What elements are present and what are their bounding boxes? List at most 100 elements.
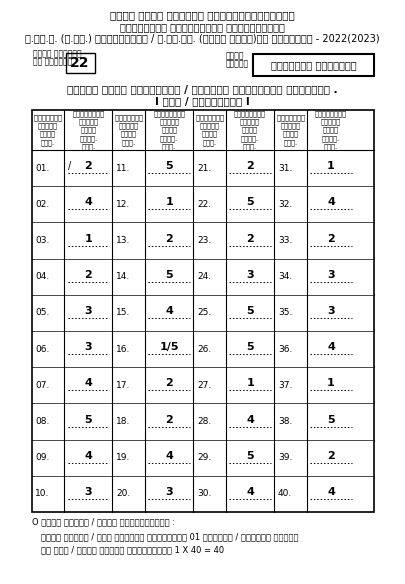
Text: 29.: 29. bbox=[197, 453, 211, 462]
Text: 25.: 25. bbox=[197, 308, 211, 317]
Text: 3: 3 bbox=[246, 270, 254, 280]
Text: 1: 1 bbox=[327, 161, 335, 171]
Text: 18.: 18. bbox=[116, 417, 130, 426]
Text: 3: 3 bbox=[84, 342, 92, 352]
Text: 01.: 01. bbox=[35, 164, 49, 173]
Text: 32.: 32. bbox=[278, 200, 292, 209]
Text: 33.: 33. bbox=[278, 236, 292, 245]
Text: ඏක්කු ෭ැම් පතිකාටිය / புள்ளி வழங்கும் திட்டம் .: ඏක්කු ෭ැම් පතිකාටිය / புள்ளி வழங்கும் தி… bbox=[67, 84, 338, 94]
Text: 3: 3 bbox=[84, 487, 92, 497]
Text: 02.: 02. bbox=[35, 200, 49, 209]
Text: 37.: 37. bbox=[278, 381, 292, 390]
Text: 5: 5 bbox=[165, 161, 173, 171]
Text: 03.: 03. bbox=[35, 236, 49, 245]
Text: 2: 2 bbox=[84, 270, 92, 280]
Text: 11.: 11. bbox=[116, 164, 130, 173]
Text: 2: 2 bbox=[84, 161, 92, 171]
Text: 05.: 05. bbox=[35, 308, 49, 317]
Text: 19.: 19. bbox=[116, 453, 130, 462]
Text: 12.: 12. bbox=[116, 200, 130, 209]
Text: බ්‍රුම්ය වिද්‍යාව: බ්‍රුම්ය වिද්‍යාව bbox=[271, 60, 356, 70]
Text: 13.: 13. bbox=[116, 236, 130, 245]
Text: 07.: 07. bbox=[35, 381, 49, 390]
Text: ඉස ෭ැම / இதன் மொத்த புள்ளிகள் 1 X 40 = 40: ඉස ෭ැම / இதன் மொத்த புள்ளிகள் 1 X 40 = 4… bbox=[40, 545, 224, 554]
Text: ගනන් පකුත් / ஒரு சரியான விடைக்கு 01 මන්ටල් / புள்ளி விதம்: ගනන් පකුත් / ஒரு சரியான விடைக்கு 01 මන්ට… bbox=[40, 532, 298, 541]
Text: 4: 4 bbox=[327, 197, 335, 207]
Text: 2: 2 bbox=[246, 161, 254, 171]
Bar bbox=[66, 53, 94, 73]
Text: 28.: 28. bbox=[197, 417, 211, 426]
Text: ප්‍රශ්නය
ඔක්ක්
වिනා
ඉල්.: ප්‍රශ්නය ඔක්ක් වिනා ඉල්. bbox=[115, 114, 143, 146]
Text: 20.: 20. bbox=[116, 489, 130, 498]
Text: පද ඉල්ලම්: පද ඉල්ලම් bbox=[33, 57, 73, 66]
Text: 17.: 17. bbox=[116, 381, 130, 390]
Text: I ඏකය / பத்திரம் I: I ඏකය / பத்திரம் I bbox=[155, 96, 250, 106]
Text: 4: 4 bbox=[327, 487, 335, 497]
Text: 14.: 14. bbox=[116, 272, 130, 281]
Text: 16.: 16. bbox=[116, 345, 130, 353]
Text: 3: 3 bbox=[327, 270, 335, 280]
Text: 22: 22 bbox=[70, 56, 90, 70]
Text: 2: 2 bbox=[246, 234, 254, 244]
Text: 2: 2 bbox=[165, 415, 173, 425]
Text: 04.: 04. bbox=[35, 272, 49, 281]
Text: 4: 4 bbox=[84, 451, 92, 461]
Text: 10.: 10. bbox=[35, 489, 49, 498]
Text: 31.: 31. bbox=[278, 164, 292, 173]
Text: 15.: 15. bbox=[116, 308, 130, 317]
Text: 34.: 34. bbox=[278, 272, 292, 281]
Text: 24.: 24. bbox=[197, 272, 211, 281]
Text: 40.: 40. bbox=[278, 489, 292, 498]
Text: 1: 1 bbox=[327, 378, 335, 388]
Text: වिණය: වिණය bbox=[226, 51, 244, 60]
Text: 21.: 21. bbox=[197, 164, 211, 173]
Text: 4: 4 bbox=[246, 415, 254, 425]
Text: அ.போ.த. (உ.தர.) விஜ்ஞானம் / க.போ.த். (உயர் தரம்)ப் பரிட்சை - 2022(2023): அ.போ.த. (உ.தர.) விஜ்ஞானம் / க.போ.த். (உய… bbox=[25, 33, 380, 43]
Text: 08.: 08. bbox=[35, 417, 49, 426]
Text: 23.: 23. bbox=[197, 236, 211, 245]
Text: 2: 2 bbox=[327, 451, 335, 461]
Text: 2: 2 bbox=[165, 234, 173, 244]
Text: 2: 2 bbox=[165, 378, 173, 388]
Text: இலங்கைப் பரிட்சைத் திணைக்களம்: இலங்கைப் பரிட்சைத் திணைக்களம் bbox=[120, 22, 285, 32]
Text: ප්‍රශ්නය
ඔක්ක්
වिනා
ඉල්.: ප්‍රශ්නය ඔක්ක් වिනා ඉල්. bbox=[277, 114, 305, 146]
Text: 06.: 06. bbox=[35, 345, 49, 353]
Text: 5: 5 bbox=[165, 270, 173, 280]
Text: 39.: 39. bbox=[278, 453, 292, 462]
Text: 5: 5 bbox=[84, 415, 92, 425]
Text: 1: 1 bbox=[165, 197, 173, 207]
Text: /: / bbox=[68, 161, 71, 171]
Text: 38.: 38. bbox=[278, 417, 292, 426]
Text: 4: 4 bbox=[327, 342, 335, 352]
Text: ප්‍රශ්නය
ඔක්ක්
වिනා
ඉල්.: ප්‍රශ්නය ඔක්ක් වिනා ඉල්. bbox=[34, 114, 62, 146]
Text: 3: 3 bbox=[327, 306, 335, 316]
Text: පිලिතුරු
ඔක්ක්
වिනා
වिටේ.
ඉල්.: පිලिතුරු ඔක්ක් වिනා වिටේ. ඉල්. bbox=[153, 110, 185, 150]
Text: 5: 5 bbox=[246, 197, 254, 207]
Text: 4: 4 bbox=[84, 378, 92, 388]
Text: 1/5: 1/5 bbox=[160, 342, 179, 352]
Text: 1: 1 bbox=[246, 378, 254, 388]
Text: පාටම්: පාටම් bbox=[226, 59, 249, 68]
Text: 3: 3 bbox=[84, 306, 92, 316]
Text: 5: 5 bbox=[246, 342, 254, 352]
Text: පිලिතුරු
ඔක්ක්
වिනා
වिටේ.
ඉල්.: පිලिතුරු ඔක්ක් වिනා වिටේ. ඉල්. bbox=[234, 110, 266, 150]
Bar bbox=[253, 54, 374, 76]
Text: 36.: 36. bbox=[278, 345, 292, 353]
Text: 27.: 27. bbox=[197, 381, 211, 390]
Text: පිලिතුරු
ඔක්ක්
වिනා
වिටේ.
ඉල්.: පිලिතුරු ඔක්ක් වिනා වिටේ. ඉල්. bbox=[72, 110, 104, 150]
Text: 3: 3 bbox=[165, 487, 173, 497]
Text: පිලिතුරු
ඔක්ක්
වिනා
වिටේ.
ඉල්.: පිලिතුරු ඔක්ක් වिනා වिටේ. ඉල්. bbox=[315, 110, 347, 150]
Text: 09.: 09. bbox=[35, 453, 49, 462]
Text: 26.: 26. bbox=[197, 345, 211, 353]
Text: 30.: 30. bbox=[197, 489, 211, 498]
Bar bbox=[32, 110, 374, 512]
Text: වिණය ගණන්කු: වिණය ගණන්කු bbox=[33, 49, 82, 58]
Text: 22.: 22. bbox=[197, 200, 211, 209]
Text: 2: 2 bbox=[327, 234, 335, 244]
Text: 4: 4 bbox=[84, 197, 92, 207]
Text: 5: 5 bbox=[327, 415, 335, 425]
Text: 1: 1 bbox=[84, 234, 92, 244]
Text: 4: 4 bbox=[165, 306, 173, 316]
Text: O වिණය ටිකාව / விடை அறியுற்தல் :: O වिණය ටිකාව / விடை அறியுற்தல் : bbox=[32, 517, 175, 526]
Text: 35.: 35. bbox=[278, 308, 292, 317]
